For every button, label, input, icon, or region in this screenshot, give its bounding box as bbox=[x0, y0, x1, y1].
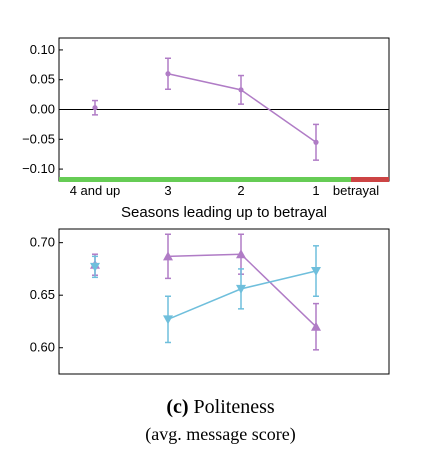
top-y-ticks: 0.10 0.05 0.00 −0.05 −0.10 bbox=[22, 42, 63, 176]
series-1-point bbox=[163, 315, 173, 325]
x-tick-label: 4 and up bbox=[70, 183, 121, 198]
series-0-point bbox=[165, 71, 171, 77]
y-tick-label: 0.60 bbox=[30, 340, 55, 355]
caption-label: (c) bbox=[166, 396, 189, 418]
caption-subtitle: (avg. message score) bbox=[145, 424, 296, 444]
series-1-point bbox=[236, 284, 246, 294]
timeline-bar-red bbox=[351, 177, 389, 182]
series-0-point bbox=[163, 251, 173, 261]
bottom-panel: 0.70 0.65 0.60 bbox=[30, 228, 390, 375]
bottom-y-ticks: 0.70 0.65 0.60 bbox=[30, 235, 63, 355]
series-0-line bbox=[167, 73, 317, 143]
top-x-ticks: 4 and up 3 2 1 betrayal bbox=[70, 183, 380, 198]
x-axis-label: Seasons leading up to betrayal bbox=[121, 204, 327, 221]
y-tick-label: 0.00 bbox=[30, 102, 55, 117]
series-0-point bbox=[313, 139, 319, 145]
series-0-point bbox=[92, 105, 98, 111]
y-tick-label: −0.10 bbox=[22, 161, 55, 176]
caption-name: Politeness bbox=[193, 396, 275, 418]
top-series bbox=[92, 57, 319, 161]
y-tick-label: 0.10 bbox=[30, 42, 55, 57]
x-tick-label: 3 bbox=[164, 183, 171, 198]
series-1-line bbox=[167, 270, 317, 321]
x-tick-label: 2 bbox=[237, 183, 244, 198]
series-1-point bbox=[90, 262, 100, 272]
series-0-point bbox=[236, 249, 246, 259]
bottom-series bbox=[90, 233, 321, 351]
y-tick-label: −0.05 bbox=[22, 131, 55, 146]
timeline-bar-green bbox=[59, 177, 351, 182]
series-0-point bbox=[311, 321, 321, 331]
series-1-point bbox=[311, 267, 321, 277]
top-panel: 0.10 0.05 0.00 −0.05 −0.10 4 and up 3 2 1 betray… bbox=[22, 37, 390, 221]
bottom-plot-frame bbox=[58, 228, 390, 375]
x-tick-label: betrayal bbox=[333, 183, 379, 198]
caption-title: (c) Politeness bbox=[0, 396, 441, 419]
x-tick-label: 1 bbox=[312, 183, 319, 198]
series-0-point bbox=[238, 87, 244, 93]
y-tick-label: 0.70 bbox=[30, 235, 55, 250]
y-tick-label: 0.65 bbox=[30, 287, 55, 302]
y-tick-label: 0.05 bbox=[30, 72, 55, 87]
